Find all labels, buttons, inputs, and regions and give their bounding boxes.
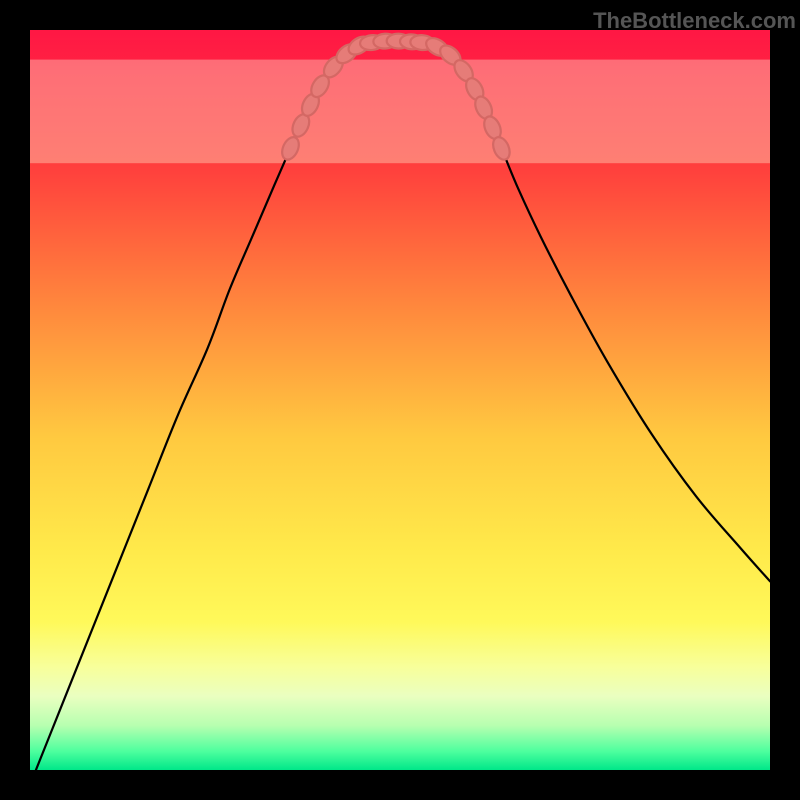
highlight-band: [30, 60, 770, 164]
plot-svg: [30, 30, 770, 770]
plot-frame: [30, 30, 770, 770]
watermark-text: TheBottleneck.com: [593, 8, 796, 34]
